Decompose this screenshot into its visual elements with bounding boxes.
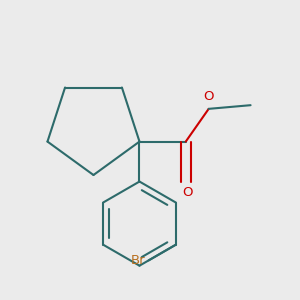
Text: O: O [203, 89, 214, 103]
Text: Br: Br [130, 254, 145, 267]
Text: O: O [183, 186, 193, 199]
